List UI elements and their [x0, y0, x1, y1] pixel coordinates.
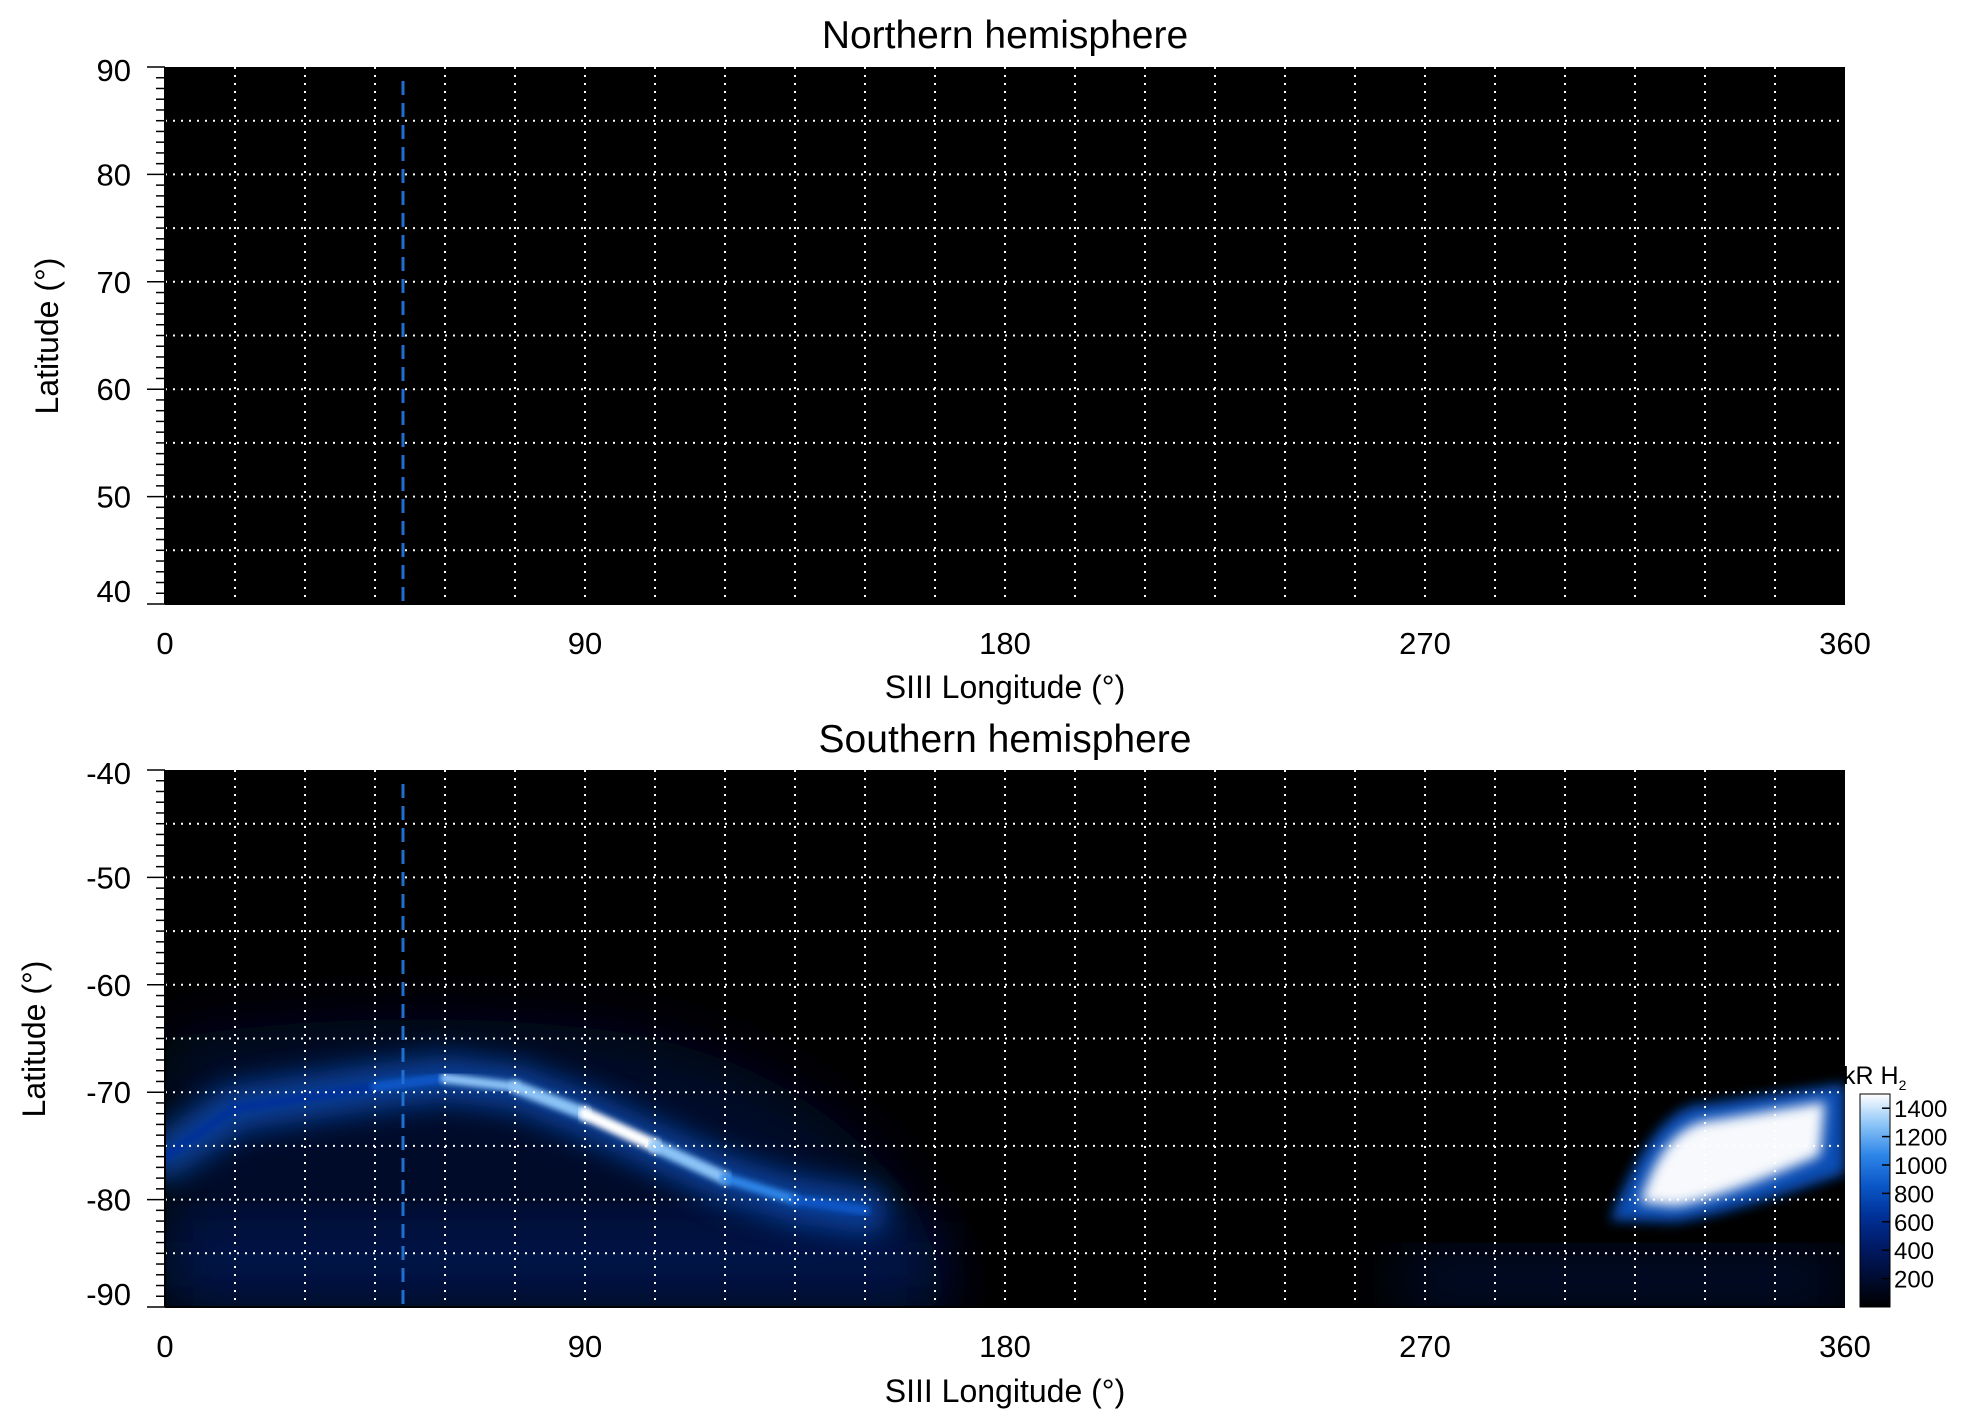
- y-tick-label: 80: [97, 157, 131, 192]
- y-tick-label: -50: [86, 860, 131, 895]
- x-tick-label: 90: [568, 626, 602, 661]
- grid: [165, 67, 1845, 604]
- x-tick-label: 360: [1819, 1329, 1871, 1364]
- colorbar-tick-label: 200: [1894, 1267, 1934, 1294]
- y-tick-label: -60: [86, 968, 131, 1003]
- oval-segment: [165, 1103, 240, 1162]
- x-tick-label: 270: [1399, 626, 1451, 661]
- oval-segment: [370, 1073, 450, 1092]
- y-axis: -40 -50 -60 -70 -80 -90: [86, 756, 166, 1312]
- x-tick-label: 270: [1399, 1329, 1451, 1364]
- x-axis-label: SIII Longitude (°): [885, 1373, 1125, 1409]
- bright-region-core: [1640, 1101, 1825, 1207]
- y-axis-label: Latitude (°): [16, 961, 52, 1118]
- panel-title: Northern hemisphere: [822, 14, 1188, 57]
- oval-segment: [300, 1081, 380, 1103]
- colorbar-tick-label: 800: [1894, 1181, 1934, 1208]
- colorbar-tick-label: 1400: [1894, 1096, 1947, 1123]
- oval-segment: [648, 1139, 732, 1185]
- colorbar-label: kR H2: [1843, 1062, 1907, 1093]
- x-tick-label: 180: [979, 1329, 1031, 1364]
- oval-segment: [440, 1073, 520, 1092]
- y-tick-label: 90: [97, 53, 131, 88]
- y-tick-label: 50: [97, 480, 131, 515]
- auroral-emission: [165, 1019, 1845, 1307]
- panel-southern-hemisphere: Southern hemisphere -40 -50 -60 -70 -80 -90 0…: [16, 718, 1947, 1409]
- colorbar-tick-label: 1000: [1894, 1153, 1947, 1180]
- x-tick-label: 360: [1819, 626, 1871, 661]
- y-tick-label: -70: [86, 1075, 131, 1110]
- oval-segment: [230, 1092, 310, 1114]
- y-tick-label: -40: [86, 756, 131, 791]
- colorbar-scale: [1859, 1093, 1891, 1308]
- y-tick-label: -90: [86, 1277, 131, 1312]
- oval-segment: [720, 1173, 800, 1205]
- x-tick-label: 180: [979, 626, 1031, 661]
- x-tick-label: 0: [156, 626, 173, 661]
- x-tick-label: 0: [156, 1329, 173, 1364]
- panel-title: Southern hemisphere: [819, 718, 1192, 761]
- oval-segment: [790, 1194, 870, 1216]
- x-axis-label: SIII Longitude (°): [885, 669, 1125, 705]
- colorbar-tick-label: 1200: [1894, 1125, 1947, 1152]
- polar-emission: [1401, 1253, 1845, 1307]
- y-axis-label: Latitude (°): [29, 258, 65, 415]
- x-axis: 0 90 180 270 360: [156, 603, 1871, 661]
- y-tick-label: 40: [97, 574, 131, 609]
- x-tick-label: 90: [568, 1329, 602, 1364]
- grid: [165, 770, 1845, 1307]
- y-tick-label: -80: [86, 1183, 131, 1218]
- x-axis: 0 90 180 270 360: [156, 1306, 1871, 1364]
- y-axis: 40 50 60 70 80 90: [97, 53, 166, 609]
- colorbar-tick-label: 400: [1894, 1238, 1934, 1265]
- y-tick-label: 70: [97, 265, 131, 300]
- oval-segment: [578, 1107, 662, 1153]
- y-tick-label: 60: [97, 372, 131, 407]
- colorbar-tick-label: 600: [1894, 1210, 1934, 1237]
- polar-emission: [165, 1221, 935, 1307]
- panel-northern-hemisphere: Northern hemisphere 40 50 60 70 80 90 0 90 180 2…: [29, 14, 1871, 705]
